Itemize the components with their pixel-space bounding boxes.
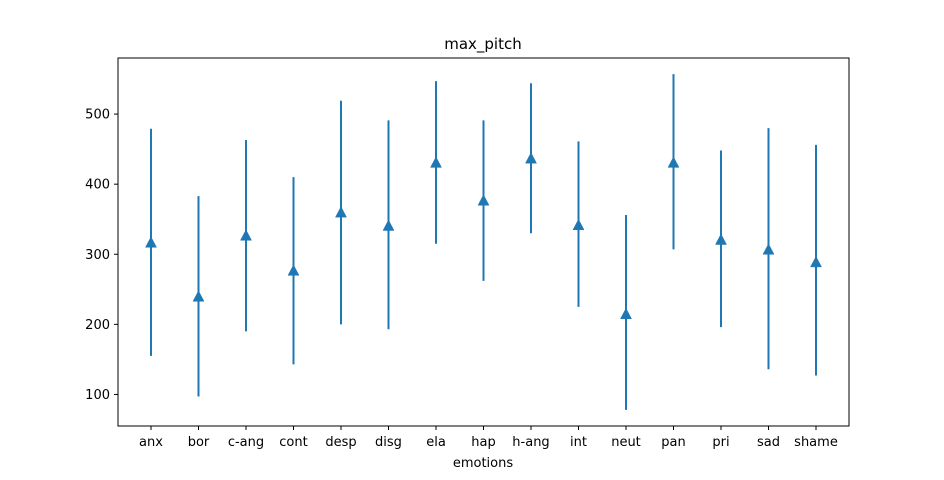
x-tick-label: anx (139, 435, 163, 450)
x-tick-label: c-ang (228, 435, 264, 450)
mean-marker-cont (287, 264, 300, 276)
mean-marker-pri (715, 233, 727, 245)
errorbar-series (150, 74, 817, 410)
x-axis-ticks: anx bor c-ang cont desp disg ela hap h-ang int neu… (139, 426, 838, 450)
mean-marker-neut (620, 307, 632, 320)
x-tick-label: int (570, 435, 587, 450)
x-tick-label: shame (794, 435, 838, 450)
x-tick-label: sad (757, 435, 780, 450)
mean-marker-anx (145, 236, 157, 248)
x-tick-label: ela (426, 435, 446, 450)
mean-marker-int (572, 218, 585, 231)
x-tick-label: disg (375, 435, 402, 450)
mean-marker-sad (762, 243, 775, 255)
mean-marker-h-ang (525, 152, 537, 164)
x-tick-label: pan (661, 435, 685, 450)
x-tick-label: pri (712, 435, 729, 450)
mean-marker-ela (430, 156, 442, 168)
y-tick-label: 500 (85, 108, 110, 123)
y-tick-label: 100 (85, 388, 110, 403)
y-axis-ticks: 100 200 300 400 500 (85, 108, 118, 403)
mean-marker-hap (477, 194, 490, 206)
x-tick-label: neut (611, 435, 641, 450)
x-tick-label: hap (471, 435, 495, 450)
mean-markers (145, 152, 822, 320)
mean-marker-bor (192, 290, 205, 302)
mean-marker-desp (335, 206, 347, 218)
mean-marker-disg (382, 219, 395, 231)
mean-marker-pan (667, 156, 680, 168)
x-axis-title: emotions (453, 456, 514, 471)
y-tick-label: 200 (85, 318, 110, 333)
x-tick-label: desp (325, 435, 356, 450)
x-tick-label: h-ang (512, 435, 549, 450)
chart-title: max_pitch (444, 35, 522, 54)
x-tick-label: bor (188, 435, 210, 450)
y-tick-label: 300 (85, 248, 110, 263)
y-tick-label: 400 (85, 178, 110, 193)
mean-marker-shame (810, 255, 822, 268)
x-tick-label: cont (279, 435, 307, 450)
mean-marker-c-ang (240, 229, 252, 241)
